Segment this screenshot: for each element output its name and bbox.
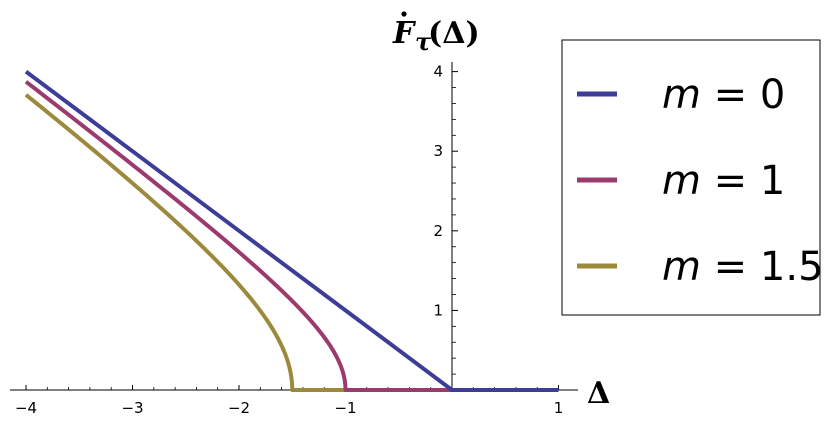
y-tick-label: 2	[433, 222, 443, 240]
legend-label-variable: m	[662, 72, 701, 118]
x-tick-label: 1	[554, 399, 564, 417]
y-axis-title-subscript: τ	[415, 27, 432, 56]
x-tick-label: −4	[15, 399, 37, 417]
legend: m = 0m = 1m = 1.5	[561, 39, 824, 316]
y-tick-label: 3	[433, 142, 443, 160]
y-axis-title-symbol: F	[392, 16, 417, 51]
legend-label-equals: =	[701, 244, 760, 290]
y-axis-title: F τ (Δ)	[392, 11, 480, 56]
series-line-m-1-5	[24, 93, 559, 392]
legend-label-variable: m	[662, 244, 701, 290]
series-lines	[24, 69, 559, 392]
series-line-m-0	[24, 69, 559, 392]
legend-label-value: 1.5	[760, 244, 824, 290]
y-tick-label: 1	[433, 301, 443, 319]
series-line-m-1	[24, 80, 559, 392]
legend-label: m = 0	[662, 72, 785, 118]
ticks	[25, 71, 559, 390]
legend-label-equals: =	[701, 72, 760, 118]
x-tick-label: −1	[334, 399, 356, 417]
y-axis-title-argument: (Δ)	[428, 16, 480, 51]
x-tick-label: −3	[121, 399, 143, 417]
legend-label-variable: m	[662, 158, 701, 204]
legend-label: m = 1.5	[662, 244, 824, 290]
plot-area: −4 −3 −2 −1 1 1 2 3 4	[10, 62, 578, 417]
x-tick-label: −2	[228, 399, 250, 417]
legend-entries: m = 0m = 1m = 1.5	[577, 72, 824, 290]
x-axis-title: Δ	[587, 376, 610, 411]
legend-label-value: 1	[760, 158, 785, 204]
y-axis-title-dot	[401, 11, 407, 17]
legend-label: m = 1	[662, 158, 785, 204]
legend-label-value: 0	[760, 72, 785, 118]
tick-labels: −4 −3 −2 −1 1 1 2 3 4	[15, 63, 563, 417]
legend-label-equals: =	[701, 158, 760, 204]
y-tick-label: 4	[433, 63, 443, 81]
